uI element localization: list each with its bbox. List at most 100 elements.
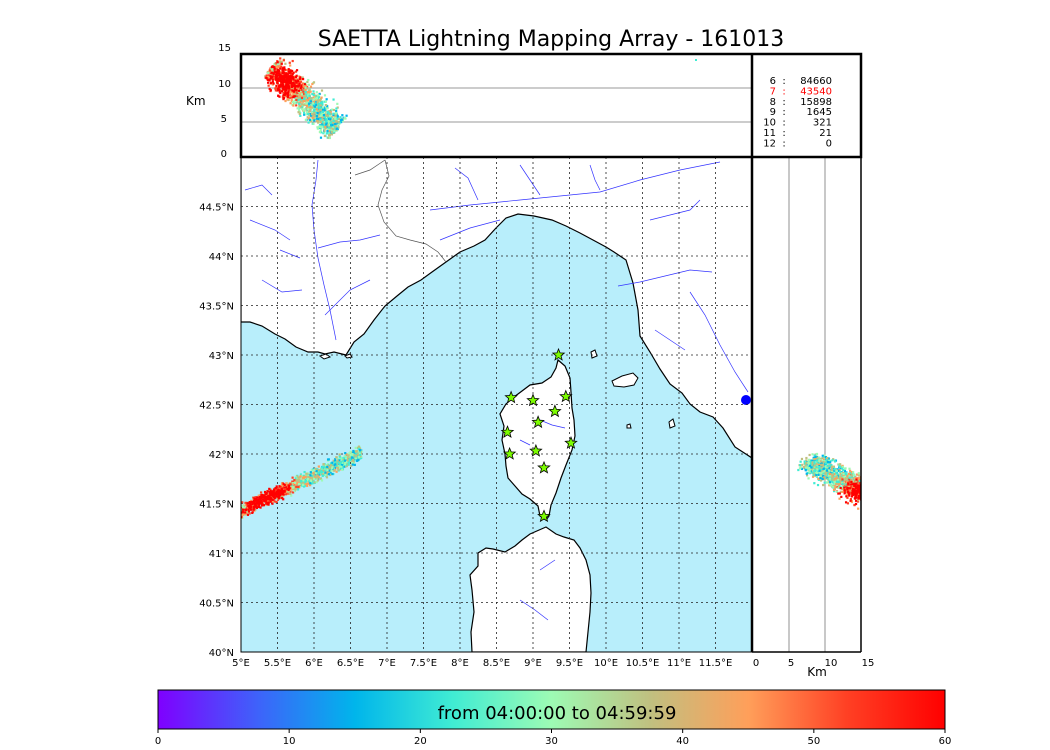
side-panel-source-point	[863, 486, 865, 488]
lightning-source-point	[259, 499, 262, 502]
top-panel-source-point	[343, 116, 346, 120]
side-panel-source-point	[847, 491, 850, 494]
station-count-value: 84660	[800, 76, 832, 87]
side-panel-source-point	[863, 504, 865, 506]
lightning-source-point	[258, 495, 262, 499]
side-panel-source-point	[872, 500, 874, 502]
lightning-source-point	[264, 503, 268, 506]
side-panel-source-point	[832, 478, 835, 481]
side-panel-source-point	[813, 469, 817, 473]
side-panel-source-point	[839, 473, 842, 476]
lightning-source-point	[337, 465, 340, 468]
map-x-tick-label: 10.5°E	[626, 658, 660, 669]
isere-river	[317, 234, 381, 249]
top-panel-source-point	[289, 73, 292, 76]
side-panel-source-point	[833, 473, 836, 476]
side-panel-source-point	[864, 489, 866, 491]
side-panel-source-point	[867, 503, 869, 505]
top-panel-source-point	[302, 85, 306, 88]
top-panel-source-point	[285, 81, 288, 84]
lightning-source-point	[341, 465, 344, 468]
side-panel-source-point	[847, 487, 850, 490]
lightning-source-point	[268, 490, 272, 494]
top-panel-source-point	[316, 126, 319, 129]
lightning-source-point	[328, 467, 331, 470]
top-panel-ylabel: Km	[186, 94, 206, 108]
side-panel-source-point	[873, 496, 875, 498]
top-panel-source-point	[318, 114, 321, 117]
lightning-source-point	[312, 469, 315, 472]
side-panel-source-point	[870, 502, 872, 504]
side-panel-source-point	[863, 495, 865, 497]
top-panel-source-point	[279, 74, 283, 78]
lightning-source-point	[309, 474, 312, 477]
top-panel-source-point	[295, 74, 298, 77]
lightning-source-point	[318, 469, 322, 472]
lightning-source-point	[265, 501, 268, 504]
side-panel-source-point	[869, 484, 871, 486]
lightning-source-point	[271, 498, 274, 501]
lightning-source-point	[341, 468, 344, 471]
top-panel-source-point	[284, 92, 287, 96]
top-panel-source-point	[292, 90, 296, 93]
side-panel-source-point	[839, 487, 842, 490]
top-panel-source-point	[318, 106, 321, 110]
top-panel-source-point	[305, 84, 308, 87]
side-panel-source-point	[863, 494, 865, 496]
top-panel-source-point	[304, 88, 307, 92]
side-panel-source-point	[868, 485, 870, 487]
top-panel-source-point	[287, 85, 291, 88]
top-panel-source-point	[320, 113, 323, 116]
side-panel-source-point	[850, 495, 853, 498]
top-panel-source-point	[288, 92, 291, 95]
top-panel-source-point	[285, 87, 288, 90]
side-panel-source-point	[864, 485, 866, 487]
top-panel-source-point	[316, 127, 319, 130]
side-panel-source-point	[875, 492, 877, 494]
top-panel-source-point	[325, 107, 328, 110]
lightning-source-point	[267, 494, 271, 497]
giglio-island	[668, 418, 676, 429]
top-panel-source-point	[295, 69, 299, 72]
lightning-source-point	[283, 489, 286, 492]
lightning-source-point	[308, 480, 311, 483]
side-panel-source-point	[869, 492, 871, 494]
side-panel-source-point	[868, 485, 870, 487]
side-panel-source-point	[821, 454, 824, 457]
side-panel-source-point	[872, 487, 874, 489]
lightning-source-point	[295, 483, 298, 486]
side-panel-source-point	[868, 484, 870, 486]
side-panel-source-point	[868, 492, 870, 494]
side-panel-source-point	[813, 464, 816, 467]
side-panel-source-point	[875, 496, 877, 498]
top-panel-source-point	[302, 99, 306, 103]
top-panel-source-point	[319, 121, 322, 124]
top-panel-source-point	[267, 74, 270, 77]
side-panel-source-point	[874, 494, 876, 496]
side-panel-source-point	[815, 456, 819, 460]
top-panel-source-point	[274, 69, 277, 72]
side-panel-source-point	[840, 475, 843, 479]
side-panel-source-point	[872, 502, 874, 504]
side-panel-source-point	[878, 484, 880, 486]
side-panel-source-point	[812, 456, 815, 459]
top-panel-source-point	[317, 105, 320, 108]
side-panel-source-point	[864, 501, 866, 503]
side-panel-source-point	[865, 490, 867, 492]
top-panel-source-point	[321, 101, 324, 104]
top-panel-source-point	[280, 76, 284, 79]
top-panel-source-point	[328, 126, 331, 129]
side-panel-source-point	[867, 493, 869, 495]
side-panel-source-point	[837, 492, 840, 495]
side-panel-source-point	[805, 472, 808, 475]
side-panel-source-point	[856, 484, 860, 487]
top-panel-source-point	[325, 123, 328, 126]
top-panel-source-point	[303, 94, 306, 97]
lightning-source-point	[241, 506, 243, 509]
lightning-source-point	[241, 509, 243, 512]
side-panel-source-point	[814, 455, 817, 458]
top-panel-source-point	[299, 87, 302, 90]
side-panel-source-point	[820, 472, 823, 475]
top-panel-source-point	[289, 102, 292, 105]
side-panel-source-point	[864, 497, 866, 499]
